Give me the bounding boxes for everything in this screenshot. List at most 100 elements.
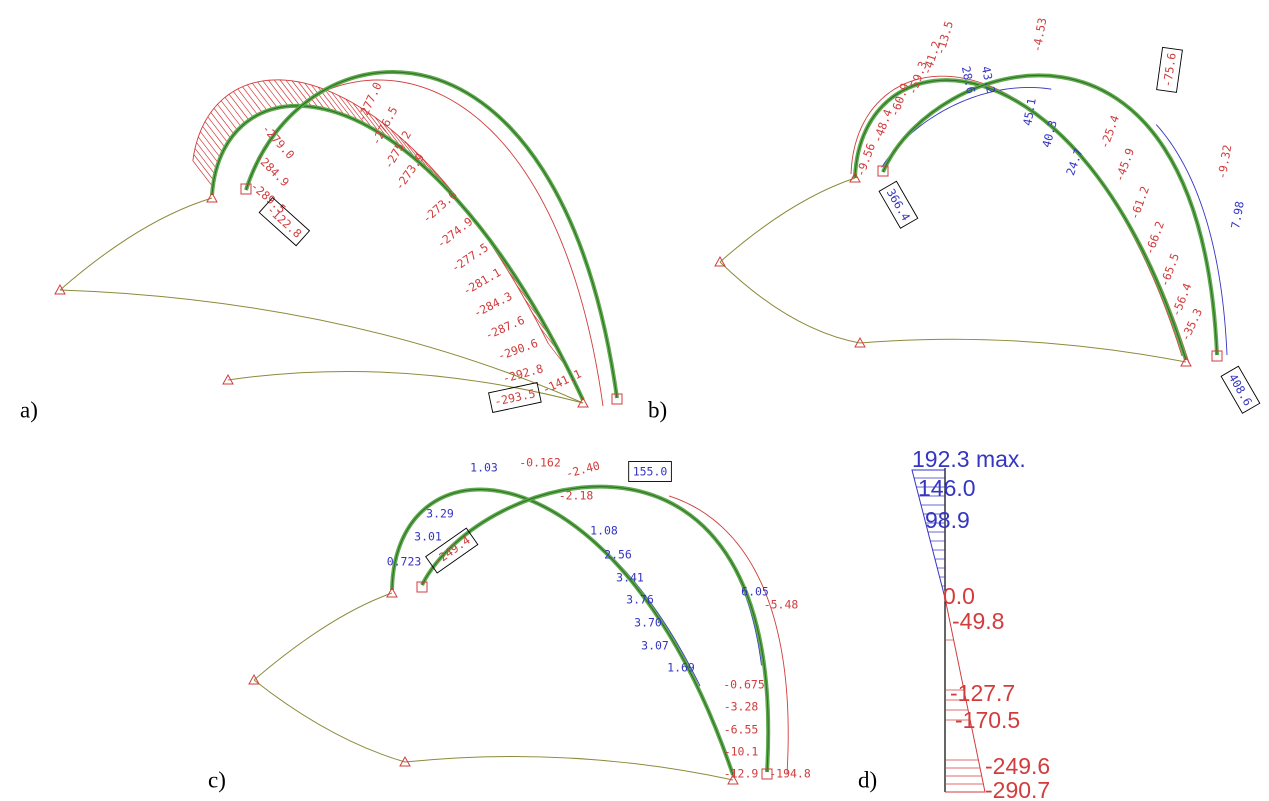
hatch <box>208 117 228 143</box>
scale-label: -170.5 <box>955 707 1020 733</box>
label-group: -9.32 <box>1215 144 1235 181</box>
label-group: -287.6 <box>483 313 527 343</box>
force-label: 1.69 <box>667 661 695 675</box>
force-label: -194.8 <box>769 767 811 781</box>
hatch <box>198 137 218 163</box>
label-group: 1.69 <box>667 661 695 675</box>
hatch <box>205 121 225 147</box>
hatch <box>268 80 288 106</box>
label-group: -2.40 <box>564 458 601 481</box>
scale-label: 98.9 <box>925 507 970 533</box>
label-group: 40.3 <box>1039 119 1060 149</box>
label-group: -75.6 <box>1157 47 1183 92</box>
scale-label: 146.0 <box>918 475 976 501</box>
panel-label: d) <box>858 767 877 792</box>
hatch <box>193 161 213 187</box>
force-label: -65.5 <box>1157 251 1182 288</box>
force-label: -284.3 <box>471 289 514 320</box>
label-group: -284.3 <box>471 289 514 320</box>
label-group: 2.56 <box>604 548 632 562</box>
force-label: -12.9 <box>724 767 759 781</box>
hatch <box>225 97 245 123</box>
label-group: 6.05 <box>741 585 769 599</box>
label-group: 0.723 <box>387 555 422 569</box>
label-group: 3.41 <box>616 571 644 585</box>
panel-label: b) <box>648 397 667 422</box>
label-group: -293.5 <box>489 383 542 413</box>
force-label: 43.2 <box>979 65 998 95</box>
label-group: 155.0 <box>629 462 672 482</box>
label-group: 43.2 <box>979 65 998 95</box>
label-group: -65.5 <box>1157 251 1182 288</box>
hatch <box>238 89 258 115</box>
label-group: -274.9 <box>434 214 475 251</box>
scale-label: -249.6 <box>985 753 1050 779</box>
label-group: 3.29 <box>426 507 454 521</box>
force-label: 28.6 <box>959 65 978 95</box>
label-group: -170.5 <box>955 707 1020 733</box>
hatch <box>194 154 214 180</box>
base-cable <box>254 593 392 680</box>
base-cable <box>860 339 1186 362</box>
label-group: -13.5 <box>933 19 956 56</box>
hatch <box>197 143 217 169</box>
label-group: -277.5 <box>449 240 491 275</box>
label-group: -290.7 <box>985 777 1050 801</box>
force-label: -0.162 <box>519 456 561 470</box>
label-group: 192.3 max. <box>912 446 1026 472</box>
force-label: -290.6 <box>496 336 540 363</box>
label-group: -292.8 <box>501 361 545 385</box>
label-group: 408.6 <box>1221 366 1260 413</box>
diagram-line <box>669 501 761 666</box>
force-label: 155.0 <box>633 465 668 479</box>
force-label: -277.5 <box>449 240 491 275</box>
force-label: 3.01 <box>414 530 442 544</box>
arch <box>392 490 733 775</box>
hatch <box>258 82 278 108</box>
force-label: -5.48 <box>764 598 799 612</box>
label-group: -6.55 <box>724 723 759 737</box>
label-group: -49.8 <box>952 608 1004 634</box>
label-group: -194.8 <box>769 767 811 781</box>
force-label: -66.2 <box>1142 219 1167 256</box>
hatch <box>211 112 231 138</box>
label-group: -66.2 <box>1142 219 1167 256</box>
label-group: -61.2 <box>1127 184 1152 221</box>
label-group: 45.1 <box>1020 97 1039 127</box>
label-group: -45.9 <box>1112 146 1137 183</box>
label-group: 1.03 <box>470 461 498 475</box>
hatch <box>221 101 241 127</box>
hatch <box>263 81 283 107</box>
base-cable <box>254 680 405 762</box>
hatch <box>280 80 300 106</box>
label-group: 366.4 <box>879 181 918 228</box>
force-label: 3.76 <box>626 593 654 607</box>
hatch <box>242 87 262 113</box>
force-label: 3.41 <box>616 571 644 585</box>
force-label: -273.6 <box>420 187 460 225</box>
label-group: -5.48 <box>764 598 799 612</box>
hatch <box>200 132 220 158</box>
force-label: -6.55 <box>724 723 759 737</box>
base-cable <box>405 756 733 780</box>
scale-label: -127.7 <box>950 680 1015 706</box>
force-label: -45.9 <box>1112 146 1137 183</box>
arch <box>246 72 617 398</box>
label-group: -4.53 <box>1030 17 1050 54</box>
hatch <box>195 148 215 174</box>
label-group: -0.675 <box>723 678 765 692</box>
scale-label: -49.8 <box>952 608 1004 634</box>
label-group: 3.01 <box>414 530 442 544</box>
figure: a)-279.0-284.9-289.5-122.8-277.0-276.5-2… <box>0 0 1269 801</box>
label-group: -25.4 <box>1097 113 1122 150</box>
panel-label: a) <box>20 397 38 422</box>
force-label: 408.6 <box>1226 371 1255 408</box>
force-label: 3.07 <box>641 639 669 653</box>
arch-core <box>246 72 617 398</box>
label-group: 146.0 <box>918 475 976 501</box>
scale-label: 0.0 <box>943 583 975 609</box>
force-label: 1.08 <box>590 524 618 538</box>
hatch <box>203 126 223 152</box>
label-group: -273.6 <box>420 187 460 225</box>
force-label: 2.56 <box>604 548 632 562</box>
